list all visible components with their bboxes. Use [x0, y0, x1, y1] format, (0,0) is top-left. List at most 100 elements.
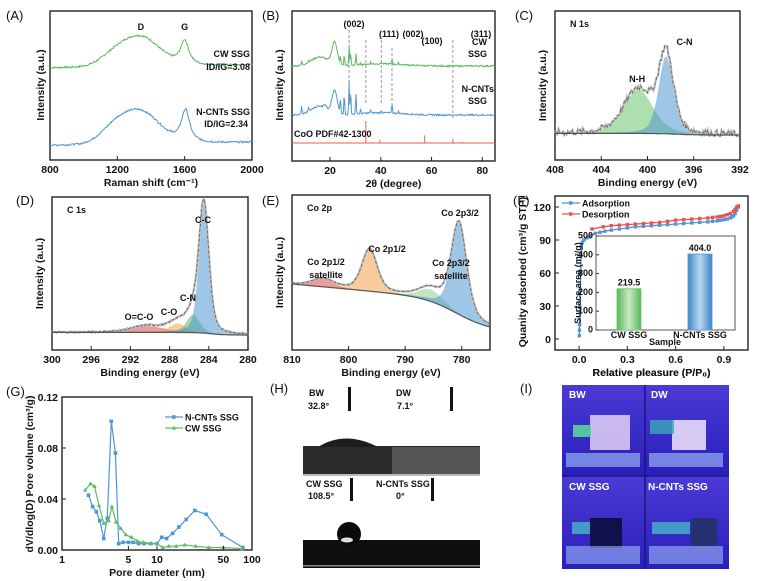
component-label: Co 2p1/2 — [307, 257, 345, 267]
x-axis-label: Relative pleasure (P/P₀) — [593, 367, 711, 379]
data-point-cw-ssg — [239, 546, 244, 551]
data-point-adsorption — [577, 328, 582, 332]
panel-label-i: (I) — [520, 381, 532, 396]
data-point-desorption — [725, 213, 729, 217]
data-point-ncnts-ssg — [116, 541, 121, 546]
data-point-desorption — [690, 217, 694, 221]
x-tick-label: 0.6 — [668, 354, 683, 366]
bw-base — [566, 453, 640, 467]
panel-label-e: (E) — [262, 193, 279, 208]
data-point-desorption — [649, 221, 654, 225]
data-point-adsorption — [582, 238, 586, 242]
legend-marker — [569, 201, 573, 205]
series-line-cw-ssg — [291, 40, 496, 68]
inset-bar-ncnts-ssg — [687, 253, 713, 331]
x-tick-label: 800 — [41, 164, 59, 176]
series-label-cw-ssg: CW SSG — [213, 49, 250, 59]
data-point-cw-ssg — [166, 543, 171, 548]
component-label: Co 2p1/2 — [368, 244, 406, 254]
x-tick-label: 288 — [161, 354, 179, 366]
series-label-ncnts-ssg: SSG — [468, 96, 487, 106]
needle-ncnts-ssg — [431, 478, 434, 501]
contact-angle-photos: BW 32.8° DW 7.1° CW SSG 108.5° N-CNTs SS… — [303, 387, 480, 568]
inset-y-axis-label: Surface area (m²/g) — [573, 242, 583, 324]
data-point-ncnts-ssg — [131, 540, 135, 545]
data-point-adsorption — [588, 233, 593, 238]
component-label: Co 2p3/2 — [432, 258, 470, 268]
x-tick-label: 800 — [340, 354, 358, 366]
background-line — [555, 132, 739, 136]
data-point-desorption — [698, 216, 702, 221]
cw-base — [566, 546, 640, 564]
spectrum-title: Co 2p — [307, 203, 333, 213]
x-tick-label: 80 — [476, 165, 488, 177]
cw-ssg-dark-sample — [590, 518, 622, 548]
peak-label: D — [138, 22, 145, 32]
dw-base — [649, 453, 723, 467]
data-point-ncnts-ssg — [177, 525, 181, 529]
dw-droplet-film — [392, 447, 480, 476]
x-tick-label: 5 — [125, 554, 131, 566]
data-point-adsorption — [690, 221, 694, 225]
data-point-ncnts-ssg — [113, 451, 118, 455]
inset-bar-value: 404.0 — [689, 243, 712, 253]
y-axis-label: Intencity (a.u.) — [274, 237, 286, 308]
data-point-desorption — [731, 209, 736, 214]
y-axis-label: Quanity adsorbed (cm³/g STP) — [517, 197, 529, 348]
legend-label: Adsorption — [582, 199, 630, 209]
data-point-desorption — [733, 207, 737, 211]
inset-category-label: CW SSG — [611, 330, 648, 340]
inset-bar-value: 219.5 — [618, 278, 641, 288]
legend-label: CW SSG — [185, 424, 222, 434]
data-point-ncnts-ssg — [159, 535, 164, 540]
data-point-adsorption — [710, 219, 715, 223]
panel-label-h: (H) — [270, 381, 288, 396]
fluorescence-photos: BW DW CW SSG N-CNTs SSG — [562, 385, 729, 569]
inset-x-axis-label: Sample — [649, 337, 681, 347]
needle-cw-ssg — [350, 478, 353, 501]
series-label-ncnts-ssg: N-CNTs — [462, 84, 494, 94]
data-point-cw-ssg — [113, 519, 119, 524]
data-point-adsorption — [681, 221, 686, 226]
data-point-cw-ssg — [82, 487, 88, 492]
reflection-label: (002) — [402, 29, 423, 39]
h-label-cw-ssg: CW SSG — [306, 479, 343, 489]
raman-chart: D G CW SSG ID/IG=3.08 N-CNTs SSG ID/IG=2.34 80… — [35, 10, 264, 189]
data-point-cw-ssg — [92, 483, 97, 488]
legend-label: Desorption — [582, 210, 630, 220]
x-tick-label: 2000 — [240, 164, 264, 176]
data-point-desorption — [617, 223, 622, 227]
component-label: N-H — [629, 74, 645, 84]
data-point-adsorption — [603, 229, 607, 233]
plot-frame — [49, 10, 253, 161]
x-tick-label: 780 — [453, 354, 471, 366]
plot-frame — [554, 10, 741, 161]
panel-label-d: (D) — [16, 193, 34, 208]
y-tick-label: 120 — [533, 202, 551, 214]
h-angle-cw-ssg: 108.5° — [308, 491, 335, 501]
ssg-baseline — [303, 565, 480, 567]
data-point-adsorption — [593, 231, 597, 236]
data-point-desorption — [728, 211, 733, 216]
data-point-adsorption — [657, 223, 662, 227]
component-label: O=C-O — [125, 312, 154, 322]
data-point-cw-ssg — [123, 532, 129, 537]
data-point-desorption — [722, 214, 726, 218]
panel-label-b: (B) — [262, 8, 279, 23]
data-point-adsorption — [598, 230, 602, 234]
data-point-desorption — [710, 215, 715, 220]
i-label-bw: BW — [569, 390, 586, 401]
inset-y-tick-label: 0 — [588, 325, 593, 335]
x-tick-label: 40 — [375, 165, 387, 177]
component-label: C-N — [677, 37, 693, 47]
data-point-ncnts-ssg — [204, 512, 209, 517]
data-point-ncnts-ssg — [101, 536, 106, 541]
plot-frame — [291, 194, 491, 351]
data-point-cw-ssg — [109, 504, 115, 509]
n1s-chart: N 1s 408 404 400 396 392 Binding energy (eV) In… — [537, 10, 749, 189]
legend-label: N-CNTs SSG — [185, 413, 239, 423]
data-point-cw-ssg — [154, 541, 160, 546]
background-line — [291, 283, 490, 328]
